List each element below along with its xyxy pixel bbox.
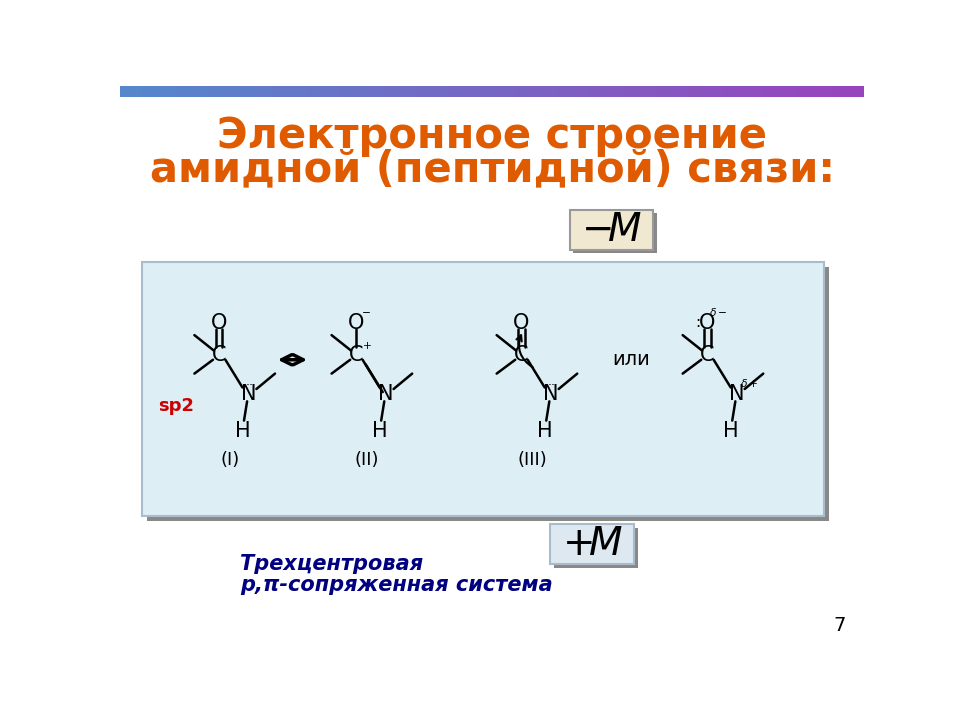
Bar <box>142 262 824 516</box>
Text: $^{+}$: $^{+}$ <box>362 341 372 356</box>
Text: 7: 7 <box>833 616 846 635</box>
Text: C: C <box>515 345 529 365</box>
Text: $^{\delta+}$: $^{\delta+}$ <box>740 380 758 395</box>
Text: или: или <box>612 350 650 369</box>
Text: амидной (пептидной) связи:: амидной (пептидной) связи: <box>150 148 834 191</box>
Text: C: C <box>700 345 714 365</box>
Text: C: C <box>212 345 227 365</box>
Text: O: O <box>211 312 228 333</box>
Text: N: N <box>378 384 394 404</box>
Text: O: O <box>699 312 715 333</box>
Text: $+\!\mathit{M}$: $+\!\mathit{M}$ <box>562 525 622 563</box>
Text: H: H <box>234 420 251 441</box>
Text: ··: ·· <box>246 379 253 392</box>
Text: H: H <box>537 420 553 441</box>
Text: (I): (I) <box>221 451 240 469</box>
Text: C: C <box>349 345 364 365</box>
Text: (II): (II) <box>355 451 379 469</box>
Text: Электронное строение: Электронное строение <box>217 115 767 158</box>
Text: р,π-сопряженная система: р,π-сопряженная система <box>240 575 553 595</box>
Text: O: O <box>348 312 365 333</box>
Text: $-\!\mathit{M}$: $-\!\mathit{M}$ <box>581 211 641 248</box>
Text: Трехцентровая: Трехцентровая <box>240 554 423 574</box>
Text: N: N <box>241 384 256 404</box>
Bar <box>573 213 657 253</box>
Bar <box>550 523 634 564</box>
Text: O: O <box>514 312 530 333</box>
Text: H: H <box>723 420 738 441</box>
Text: N: N <box>730 384 745 404</box>
Bar <box>554 528 637 567</box>
Text: :: : <box>696 315 701 330</box>
Text: H: H <box>372 420 388 441</box>
Text: $^{\delta-}$: $^{\delta-}$ <box>709 309 728 324</box>
Text: N: N <box>543 384 559 404</box>
Bar <box>147 267 829 521</box>
Text: (III): (III) <box>517 451 547 469</box>
Text: sp2: sp2 <box>158 397 195 415</box>
Bar <box>569 210 653 250</box>
Text: ··: ·· <box>547 379 556 392</box>
Text: $^{-}$: $^{-}$ <box>361 309 371 324</box>
